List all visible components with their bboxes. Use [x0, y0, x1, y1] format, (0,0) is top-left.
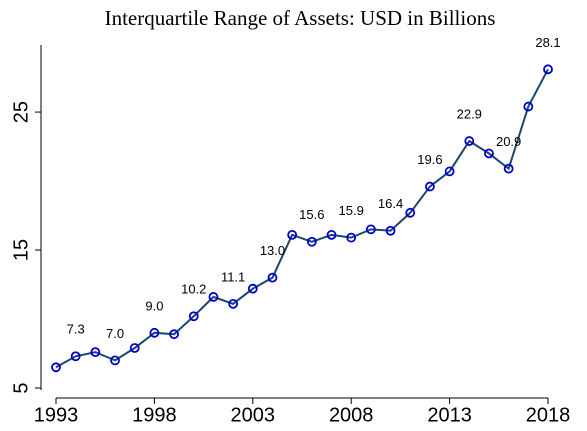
x-tick-label: 2013 — [427, 404, 472, 426]
chart-title: Interquartile Range of Assets: USD in Bi… — [105, 6, 496, 30]
marker — [484, 148, 494, 159]
marker — [51, 362, 61, 373]
marker — [543, 64, 553, 75]
marker — [169, 329, 179, 340]
data-label: 7.0 — [106, 326, 124, 341]
marker — [247, 283, 258, 294]
data-label: 7.3 — [67, 322, 85, 337]
marker — [228, 298, 239, 309]
x-tick-label: 2018 — [526, 404, 571, 426]
data-label: 15.9 — [339, 203, 364, 218]
data-label: 19.6 — [417, 152, 442, 167]
data-label: 22.9 — [457, 106, 482, 121]
marker — [523, 101, 534, 112]
data-label: 15.6 — [299, 207, 324, 222]
marker — [208, 292, 219, 302]
marker — [365, 224, 376, 235]
marker — [287, 229, 298, 240]
marker — [70, 351, 81, 362]
marker — [149, 327, 160, 338]
x-tick-label: 2008 — [329, 404, 374, 426]
marker — [464, 136, 475, 146]
y-tick-label: 15 — [10, 239, 32, 261]
data-label: 9.0 — [145, 298, 163, 313]
data-label: 20.9 — [496, 134, 521, 149]
y-tick-label: 5 — [10, 382, 32, 393]
marker — [129, 343, 140, 353]
data-label: 10.2 — [181, 282, 206, 297]
marker — [90, 347, 101, 358]
data-label: 11.1 — [221, 269, 245, 284]
marker — [306, 236, 317, 247]
data-label: 16.4 — [378, 196, 403, 211]
marker — [444, 166, 455, 177]
data-label: 13.0 — [260, 243, 285, 258]
marker — [267, 272, 278, 283]
marker — [326, 229, 337, 240]
x-tick-label: 2003 — [231, 404, 276, 426]
marker — [188, 311, 199, 322]
marker — [346, 232, 357, 243]
x-tick-label: 1998 — [132, 404, 177, 426]
data-label: 28.1 — [535, 35, 560, 50]
x-tick-label: 1993 — [34, 404, 79, 426]
marker — [385, 225, 396, 236]
marker — [425, 181, 435, 192]
marker — [110, 355, 120, 366]
marker — [405, 207, 416, 218]
y-tick-label: 25 — [10, 101, 32, 123]
marker — [503, 163, 514, 174]
